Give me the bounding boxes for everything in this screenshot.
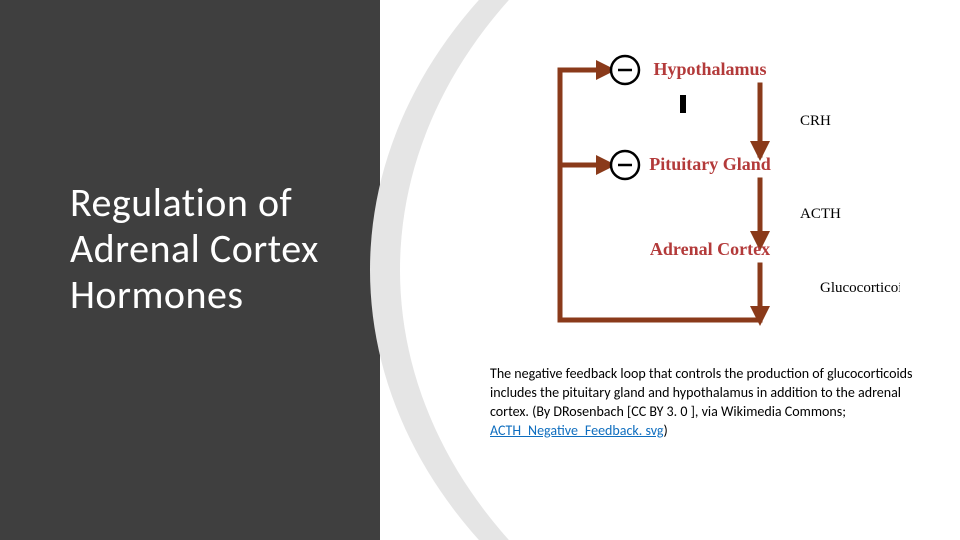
diagram-label-adrenalcortex: Adrenal Cortex	[650, 239, 770, 259]
slide: Regulation of Adrenal Cortex Hormones Hy…	[0, 0, 960, 540]
diagram-caption: The negative feedback loop that controls…	[490, 365, 920, 441]
feedback-diagram: Hypothalamus Pituitary Gland Adrenal Corte…	[500, 30, 900, 350]
page-title: Regulation of Adrenal Cortex Hormones	[70, 180, 370, 318]
diagram-label-hypothalamus: Hypothalamus	[653, 59, 766, 79]
diagram-label-gluco: Glucocorticoids	[820, 280, 900, 296]
diagram-label-crh: CRH	[800, 113, 831, 129]
diagram-label-pituitary: Pituitary Gland	[649, 154, 771, 174]
caption-suffix: )	[663, 422, 667, 439]
caption-text: The negative feedback loop that controls…	[490, 365, 913, 420]
diagram-label-acth: ACTH	[800, 206, 841, 222]
caption-link[interactable]: ACTH_Negative_Feedback. svg	[490, 422, 663, 439]
